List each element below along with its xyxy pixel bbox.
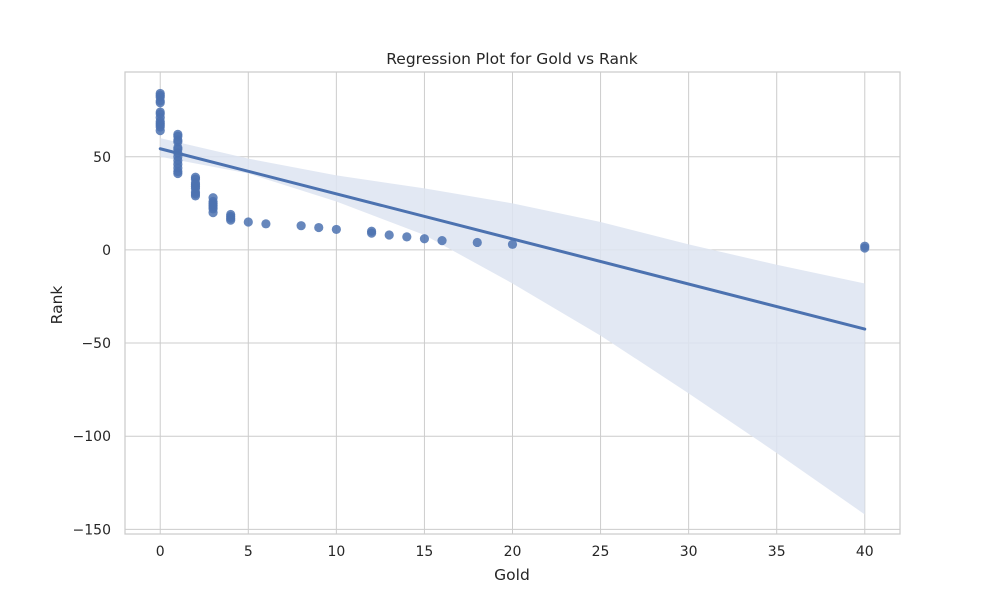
y-tick-label: −100 [73, 429, 111, 445]
confidence-band-group [160, 138, 865, 515]
x-tick-label: 15 [416, 544, 434, 560]
x-tick-label: 25 [592, 544, 610, 560]
data-point [208, 208, 218, 218]
y-tick-label: 0 [102, 243, 111, 259]
x-tick-label: 0 [156, 544, 165, 560]
data-point [507, 239, 518, 249]
x-tick-label: 5 [244, 544, 253, 560]
x-tick-label: 35 [768, 544, 786, 560]
data-point [296, 221, 306, 231]
data-point [366, 228, 377, 238]
chart-title: Regression Plot for Gold vs Rank [386, 50, 638, 68]
data-point [419, 234, 430, 244]
data-point [331, 224, 341, 235]
data-point [437, 235, 447, 246]
data-point [155, 126, 165, 136]
data-point [472, 237, 482, 248]
y-tick-label: −50 [81, 336, 111, 352]
regression-line [158, 147, 867, 331]
data-point [314, 222, 324, 233]
data-point [402, 232, 412, 242]
data-point [155, 98, 165, 108]
tick-labels: 0 5 10 15 20 25 30 35 40 −150 −100 −50 0 50 [73, 150, 874, 560]
x-tick-label: 20 [504, 544, 522, 560]
x-tick-label: 40 [856, 544, 874, 560]
x-tick-label: 30 [680, 544, 698, 560]
scatter-points [155, 88, 870, 253]
data-point [243, 217, 253, 227]
y-tick-label: 50 [93, 150, 111, 166]
plot-border [124, 71, 901, 535]
x-axis-label: Gold [494, 566, 530, 584]
data-point [860, 243, 870, 253]
y-axis-label: Rank [48, 286, 66, 325]
data-point [190, 191, 201, 201]
data-point [226, 215, 236, 225]
y-tick-label: −150 [73, 522, 111, 538]
confidence-band [160, 138, 865, 515]
data-point [384, 230, 394, 240]
data-point [261, 219, 271, 229]
regression-line-group [158, 147, 867, 331]
x-tick-label: 10 [327, 544, 345, 560]
plot-frame [124, 71, 901, 535]
data-point [173, 168, 183, 179]
